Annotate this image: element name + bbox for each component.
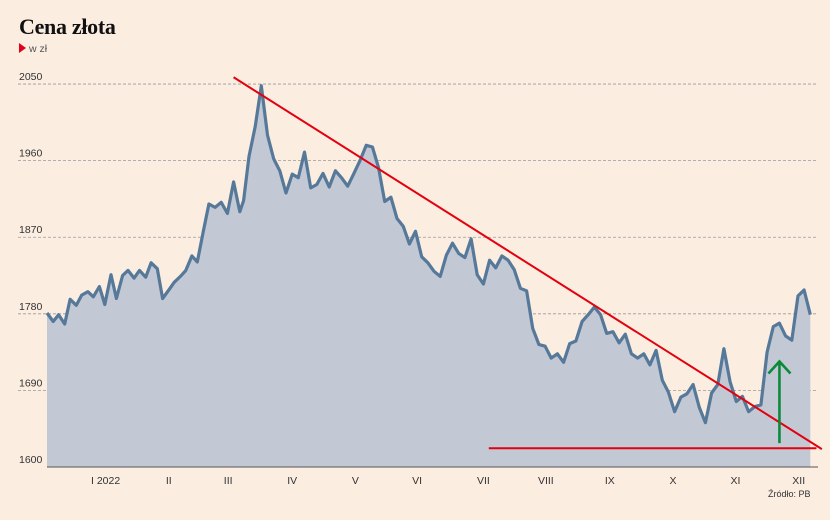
y-tick-label: 1690 <box>19 377 43 389</box>
arrow-head <box>767 359 792 375</box>
x-tick-label: VIII <box>538 475 554 487</box>
x-tick-label: IX <box>605 475 615 487</box>
y-tick-label: 1960 <box>19 148 43 160</box>
x-tick-label: I 2022 <box>91 475 120 487</box>
y-tick-label: 1780 <box>19 301 43 313</box>
unit-text: w zł <box>29 43 48 55</box>
x-tick-label: X <box>670 475 677 487</box>
y-tick-label: 2050 <box>19 71 43 83</box>
x-axis: I 2022 II III IV V VI VII VIII IX X XI XII <box>91 475 805 487</box>
up-arrow-icon <box>767 359 792 444</box>
source-note: Źródło: PB <box>768 489 811 499</box>
x-tick-label: VI <box>412 475 422 487</box>
y-tick-label: 1600 <box>19 454 43 466</box>
price-line <box>45 84 812 425</box>
y-tick-label: 1870 <box>19 224 43 236</box>
y-axis: 1600 1690 1780 1870 1960 2050 <box>19 71 43 466</box>
x-tick-label: IV <box>287 475 297 487</box>
resistance-trend-line <box>233 76 823 450</box>
x-tick-label: V <box>352 475 359 487</box>
x-tick-label: VII <box>477 475 490 487</box>
price-area <box>47 85 811 467</box>
triangle-marker-icon <box>19 43 26 53</box>
chart-title: Cena złota <box>19 14 116 39</box>
x-tick-label: III <box>224 475 233 487</box>
x-tick-label: XI <box>731 475 741 487</box>
x-tick-label: II <box>166 475 172 487</box>
x-tick-label: XII <box>792 475 805 487</box>
unit-label: w zł <box>19 43 47 55</box>
